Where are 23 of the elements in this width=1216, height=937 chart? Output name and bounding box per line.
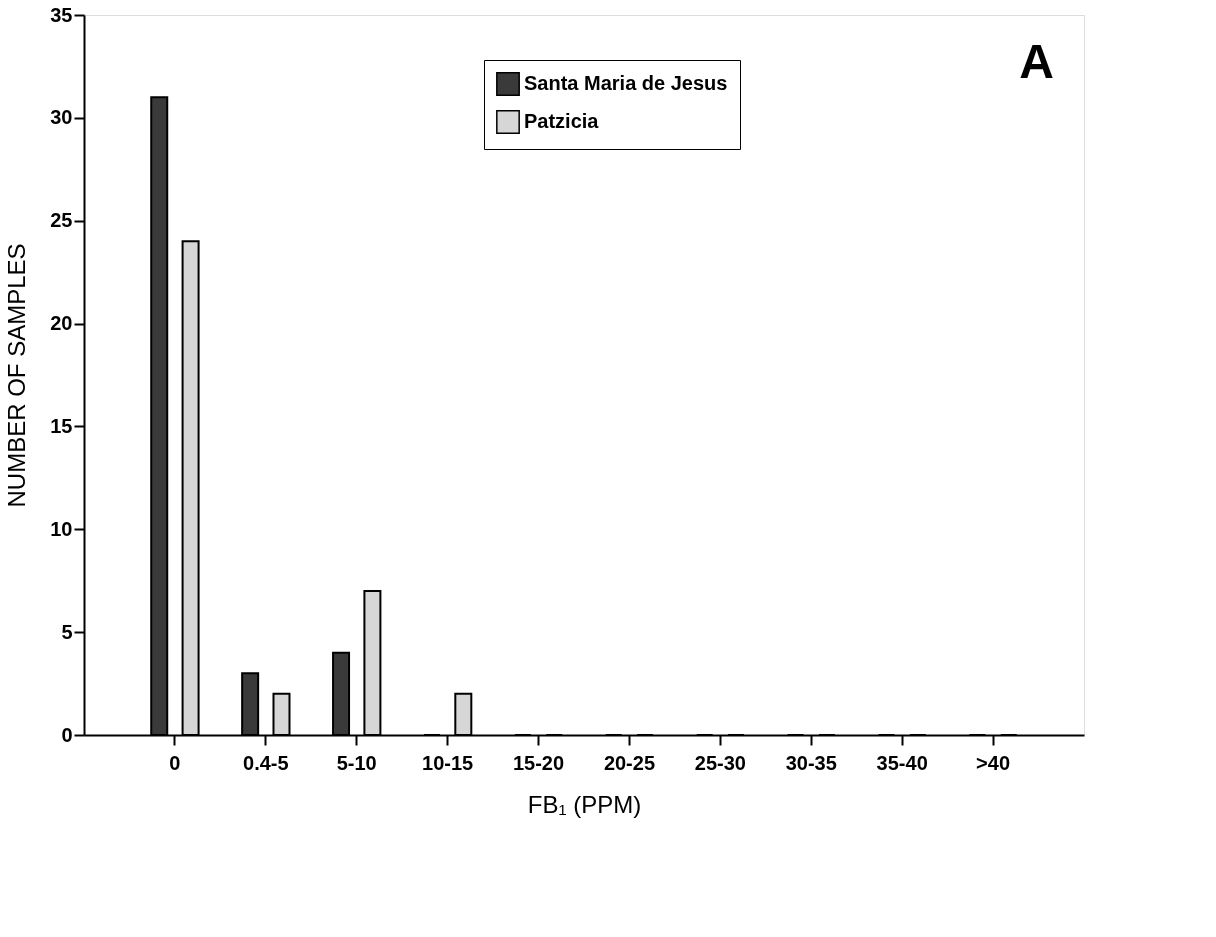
x-tick-label: 25-30 [694,751,746,774]
x-tick-label: 30-35 [785,751,837,774]
x-axis-title: FB₁ (PPM) [527,790,642,818]
x-tick-label: 0 [169,751,181,774]
y-tick-label: 30 [50,106,73,129]
y-tick-label: 0 [61,723,73,746]
legend-label: Santa Maria de Jesus [524,72,728,94]
y-tick-label: 15 [50,414,73,437]
y-tick-label: 5 [61,620,73,643]
x-tick-label: 5-10 [336,751,377,774]
y-tick-label: 10 [50,517,73,540]
x-tick-label: 35-40 [876,751,928,774]
x-tick-label: 10-15 [422,751,474,774]
legend-label: Patzicia [524,110,600,132]
x-tick-label: 15-20 [512,751,565,774]
y-tick-label: 35 [50,3,73,26]
x-tick-label: 20-25 [603,751,656,774]
y-tick-label: 20 [50,312,73,335]
annotation: A [1019,35,1054,88]
y-axis-title: NUMBER OF SAMPLES [3,243,31,508]
y-tick-label: 25 [50,209,73,232]
x-tick-label: 0.4-5 [243,751,289,774]
x-tick-label: >40 [976,751,1011,774]
